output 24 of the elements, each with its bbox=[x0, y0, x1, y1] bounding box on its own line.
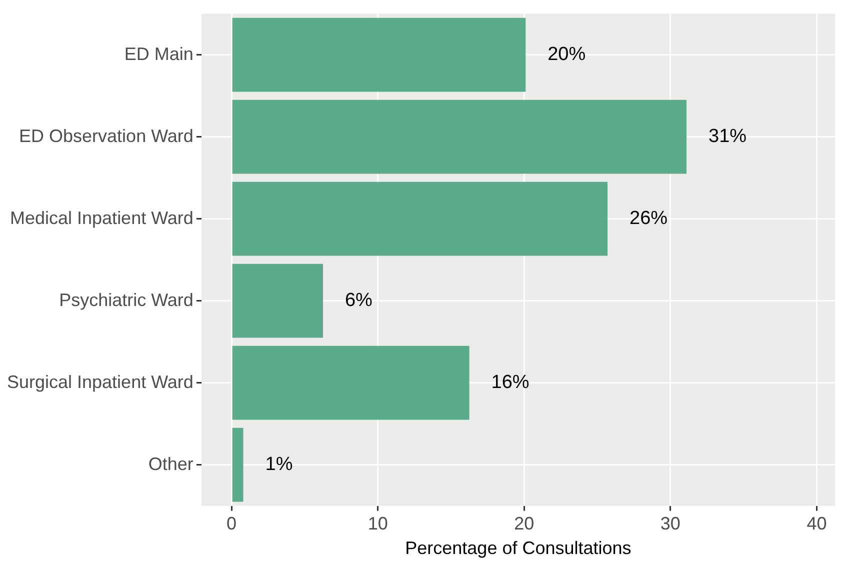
data-label: 26% bbox=[630, 208, 668, 230]
data-label: 6% bbox=[344, 290, 373, 312]
data-label: 1% bbox=[265, 454, 293, 476]
y-tick-label: Other bbox=[148, 454, 194, 474]
y-tick-label: Surgical Inpatient Ward bbox=[6, 372, 194, 392]
bar bbox=[232, 428, 244, 502]
y-tick-label: Medical Inpatient Ward bbox=[10, 208, 194, 228]
data-label: 20% bbox=[548, 44, 586, 66]
x-tick-label: 40 bbox=[806, 514, 827, 534]
data-label: 16% bbox=[491, 372, 530, 394]
bar bbox=[232, 264, 323, 338]
y-tick-label: Psychiatric Ward bbox=[59, 290, 194, 310]
x-tick-label: 0 bbox=[226, 514, 237, 534]
data-label: 31% bbox=[708, 126, 747, 148]
y-tick-label: ED Main bbox=[124, 44, 194, 64]
bar bbox=[232, 100, 687, 174]
y-tick-label: ED Observation Ward bbox=[19, 126, 194, 146]
x-tick-label: 30 bbox=[660, 514, 680, 534]
bar bbox=[232, 18, 526, 92]
bar bbox=[232, 346, 470, 420]
x-tick-label: 10 bbox=[368, 514, 388, 534]
x-tick-label: 20 bbox=[514, 514, 534, 534]
x-axis-title: Percentage of Consultations bbox=[405, 538, 632, 558]
bar bbox=[232, 182, 608, 256]
